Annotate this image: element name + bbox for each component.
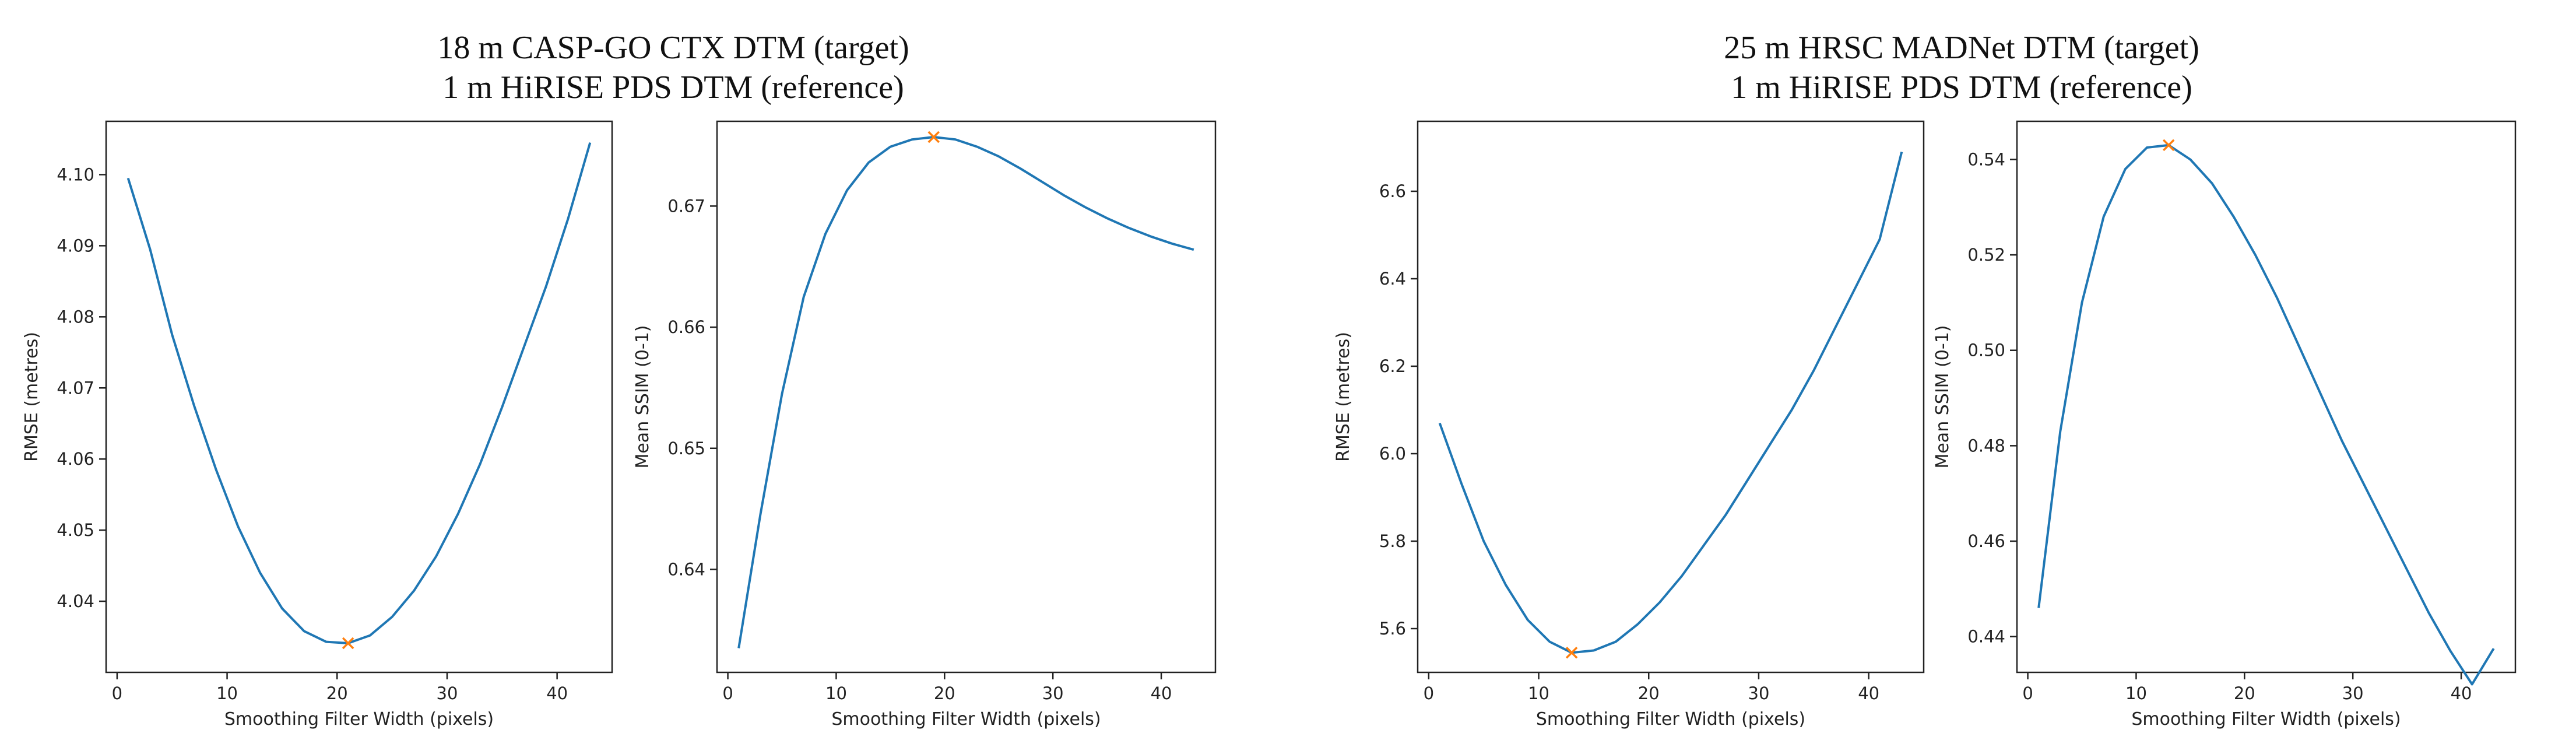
x-tick-label: 30 [2342, 683, 2364, 703]
y-tick-label: 0.66 [667, 317, 705, 337]
y-axis-label: Mean SSIM (0-1) [1932, 325, 1953, 468]
series-line [126, 142, 592, 644]
rmse-hrsc-madnet-panel: 0 10 20 30 40 5.6 5.8 6.0 6.2 6.4 6.6 Smoothing Fil… [1333, 120, 1925, 730]
x-tick-label: 40 [1858, 683, 1879, 703]
x-tick-label: 0 [722, 683, 733, 703]
axes-frame [105, 120, 613, 674]
y-tick-label: 4.05 [57, 520, 94, 540]
y-axis-label: Mean SSIM (0-1) [632, 325, 653, 468]
y-tick-label: 6.2 [1379, 356, 1406, 376]
y-tick-label: 4.06 [57, 449, 94, 469]
series-line [2037, 143, 2495, 686]
x-tick-label: 10 [1528, 683, 1549, 703]
optimum-marker [2162, 139, 2175, 152]
y-tick-label: 0.46 [1967, 531, 2005, 551]
x-tick-label: 30 [437, 683, 458, 703]
y-axis-label: RMSE (metres) [1333, 332, 1354, 462]
y-tick-label: 0.48 [1967, 436, 2005, 455]
y-tick-label: 4.09 [57, 236, 94, 255]
group-1-title-line-1: 18 m CASP-GO CTX DTM (target) [437, 30, 909, 66]
y-tick-label: 0.50 [1967, 341, 2005, 360]
x-tick-label: 10 [2125, 683, 2147, 703]
x-tick-label: 0 [1424, 683, 1434, 703]
y-tick-label: 0.65 [667, 439, 705, 458]
y-tick-label: 0.64 [667, 559, 705, 579]
x-axis-label: Smoothing Filter Width (pixels) [2131, 709, 2401, 730]
y-tick-label: 0.44 [1967, 627, 2005, 647]
series-line [1438, 152, 1903, 654]
y-tick-label: 5.8 [1379, 531, 1406, 551]
y-tick-label: 6.0 [1379, 444, 1406, 464]
y-tick-label: 0.54 [1967, 149, 2005, 169]
y-tick-label: 4.07 [57, 378, 94, 398]
x-axis-label: Smoothing Filter Width (pixels) [1536, 709, 1805, 730]
x-axis-label: Smoothing Filter Width (pixels) [224, 709, 494, 730]
optimum-marker [1565, 647, 1578, 659]
axes-frame [1417, 120, 1925, 674]
y-tick-label: 4.08 [57, 307, 94, 327]
y-tick-label: 4.10 [57, 164, 94, 184]
x-tick-label: 0 [112, 683, 122, 703]
x-tick-label: 40 [2451, 683, 2472, 703]
x-tick-label: 20 [934, 683, 955, 703]
optimum-marker [342, 637, 354, 650]
y-tick-label: 5.6 [1379, 619, 1406, 639]
x-tick-label: 30 [1748, 683, 1770, 703]
y-tick-label: 4.04 [57, 591, 94, 611]
y-tick-label: 6.4 [1379, 269, 1406, 289]
x-tick-label: 40 [546, 683, 568, 703]
y-tick-label: 0.67 [667, 196, 705, 216]
ssim-hrsc-madnet-panel: 0 10 20 30 40 0.44 0.46 0.48 0.50 0.52 0.54 Smoothi… [1932, 120, 2517, 730]
x-tick-label: 20 [2234, 683, 2255, 703]
optimum-marker [927, 131, 940, 143]
x-tick-label: 0 [2022, 683, 2033, 703]
axes-frame [2016, 120, 2517, 674]
group-2-title-line-2: 1 m HiRISE PDS DTM (reference) [1731, 69, 2192, 106]
y-tick-label: 6.6 [1379, 181, 1406, 201]
x-tick-label: 20 [1638, 683, 1660, 703]
x-tick-label: 40 [1151, 683, 1172, 703]
x-tick-label: 20 [326, 683, 348, 703]
axes-frame [716, 120, 1217, 674]
y-axis-label: RMSE (metres) [22, 332, 42, 462]
y-tick-label: 0.52 [1967, 245, 2005, 265]
series-line [737, 136, 1194, 648]
group-1-title-line-2: 1 m HiRISE PDS DTM (reference) [442, 69, 904, 106]
x-tick-label: 10 [825, 683, 847, 703]
x-axis-label: Smoothing Filter Width (pixels) [831, 709, 1101, 730]
x-tick-label: 30 [1042, 683, 1064, 703]
group-2-title-line-1: 25 m HRSC MADNet DTM (target) [1724, 30, 2199, 66]
ssim-casp-go-panel: 0 10 20 30 40 0.64 0.65 0.66 0.67 Smoothing Filte… [632, 120, 1217, 730]
x-tick-label: 10 [216, 683, 238, 703]
rmse-casp-go-panel: 0 10 20 30 40 4.04 4.05 4.06 4.07 4.08 4.09 4.10 Smo… [22, 120, 613, 730]
